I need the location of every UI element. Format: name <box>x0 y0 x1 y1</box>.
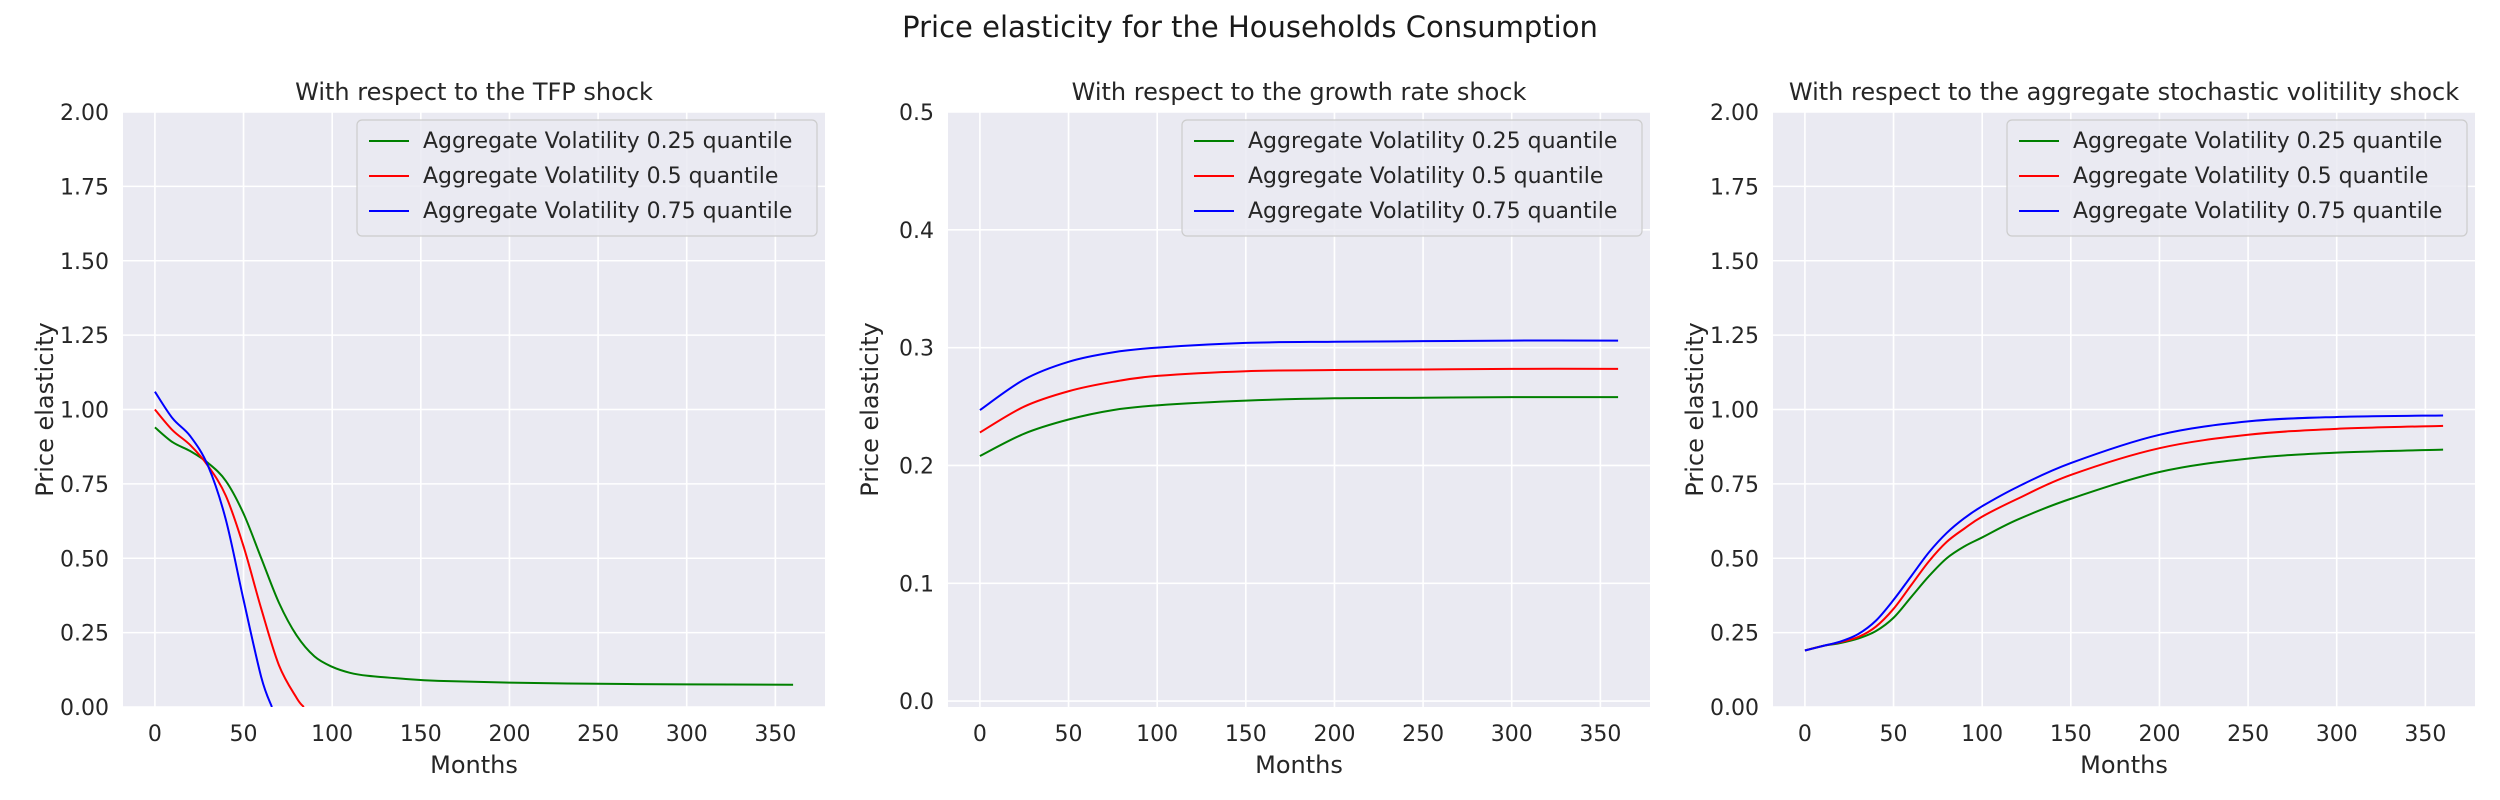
y-tick-label: 1.00 <box>1710 399 1759 424</box>
x-axis-label: Months <box>1255 751 1343 779</box>
y-axis-label: Price elasticity <box>1681 322 1709 496</box>
y-tick-label: 0.25 <box>1710 622 1759 647</box>
y-tick-label: 0.3 <box>899 337 934 362</box>
subplot-title: With respect to the aggregate stochastic… <box>1789 78 2459 106</box>
y-tick-label: 2.00 <box>1710 101 1759 126</box>
series-line <box>979 396 1619 457</box>
series-line <box>1804 448 2444 652</box>
legend-box <box>356 119 818 237</box>
legend-label: Aggregate Volatility 0.25 quantile <box>423 129 792 154</box>
y-tick-label: 1.25 <box>60 324 109 349</box>
y-tick-label: 0.50 <box>1710 547 1759 572</box>
subplot-1: 0 50 100 150 200 250 300 350 0.00 0.25 0.50 0.75 1.0… <box>31 78 825 779</box>
legend-label: Aggregate Volatility 0.75 quantile <box>1248 199 1617 224</box>
x-tick-label: 300 <box>666 722 708 747</box>
y-tick-label: 1.00 <box>60 399 109 424</box>
y-tick-label: 1.50 <box>1710 250 1759 275</box>
x-tick-label: 100 <box>1136 722 1178 747</box>
y-tick-label: 0.00 <box>60 696 109 721</box>
x-tick-label: 350 <box>1579 722 1621 747</box>
series-line <box>154 391 273 707</box>
x-tick-label: 250 <box>577 722 619 747</box>
x-tick-label: 100 <box>1961 722 2003 747</box>
subplot-title: With respect to the TFP shock <box>295 78 653 106</box>
y-tick-label: 0.75 <box>60 473 109 498</box>
x-tick-label: 100 <box>311 722 353 747</box>
legend-label: Aggregate Volatility 0.5 quantile <box>1248 164 1603 189</box>
x-tick-label: 150 <box>1225 722 1267 747</box>
y-tick-label: 1.25 <box>1710 324 1759 349</box>
legend: Aggregate Volatility 0.25 quantile Aggreg… <box>2006 119 2468 237</box>
x-axis-label: Months <box>2080 751 2168 779</box>
y-tick-label: 0.4 <box>899 219 934 244</box>
series-line <box>154 408 305 707</box>
legend: Aggregate Volatility 0.25 quantile Aggreg… <box>356 119 818 237</box>
legend-label: Aggregate Volatility 0.25 quantile <box>1248 129 1617 154</box>
subplot-title: With respect to the growth rate shock <box>1072 78 1527 106</box>
x-tick-label: 0 <box>1798 722 1812 747</box>
y-tick-label: 0.50 <box>60 547 109 572</box>
legend-box <box>2006 119 2468 237</box>
x-tick-label: 150 <box>400 722 442 747</box>
legend: Aggregate Volatility 0.25 quantile Aggreg… <box>1181 119 1643 237</box>
x-tick-label: 300 <box>1491 722 1533 747</box>
x-tick-label: 200 <box>2138 722 2180 747</box>
y-tick-label: 0.00 <box>1710 696 1759 721</box>
y-axis-label: Price elasticity <box>856 322 884 496</box>
y-tick-label: 1.50 <box>60 250 109 275</box>
x-tick-label: 300 <box>2316 722 2358 747</box>
legend-box <box>1181 119 1643 237</box>
legend-label: Aggregate Volatility 0.25 quantile <box>2073 129 2442 154</box>
series-line <box>979 339 1619 411</box>
subplot-2: 0 50 100 150 200 250 300 350 0.0 0.1 0.2 0.3 0.4 0.5 M… <box>856 78 1650 779</box>
series-line <box>979 367 1619 434</box>
legend-label: Aggregate Volatility 0.5 quantile <box>423 164 778 189</box>
y-axis-label: Price elasticity <box>31 322 59 496</box>
x-tick-label: 350 <box>2404 722 2446 747</box>
series-line <box>1804 424 2444 652</box>
y-tick-label: 0.75 <box>1710 473 1759 498</box>
x-tick-label: 150 <box>2050 722 2092 747</box>
subplot-3: 0 50 100 150 200 250 300 350 0.00 0.25 0.50 0.75 1.0… <box>1681 78 2475 779</box>
y-tick-label: 0.1 <box>899 572 934 597</box>
x-tick-label: 0 <box>148 722 162 747</box>
y-tick-label: 2.00 <box>60 101 109 126</box>
series-line <box>154 426 794 686</box>
x-tick-label: 200 <box>1313 722 1355 747</box>
figure-title: Price elasticity for the Households Cons… <box>902 10 1598 44</box>
x-tick-label: 250 <box>1402 722 1444 747</box>
legend-label: Aggregate Volatility 0.5 quantile <box>2073 164 2428 189</box>
y-tick-label: 0.2 <box>899 454 934 479</box>
y-tick-label: 0.5 <box>899 101 934 126</box>
legend-label: Aggregate Volatility 0.75 quantile <box>2073 199 2442 224</box>
legend-label: Aggregate Volatility 0.75 quantile <box>423 199 792 224</box>
x-tick-label: 50 <box>1055 722 1083 747</box>
x-tick-label: 50 <box>1880 722 1908 747</box>
series-line <box>1804 414 2444 652</box>
y-tick-label: 0.25 <box>60 622 109 647</box>
x-tick-label: 200 <box>488 722 530 747</box>
x-axis-label: Months <box>430 751 518 779</box>
x-tick-label: 0 <box>973 722 987 747</box>
y-tick-label: 0.0 <box>899 690 934 715</box>
y-tick-label: 1.75 <box>60 175 109 200</box>
x-tick-label: 50 <box>230 722 258 747</box>
x-tick-label: 250 <box>2227 722 2269 747</box>
y-tick-label: 1.75 <box>1710 175 1759 200</box>
x-tick-label: 350 <box>754 722 796 747</box>
